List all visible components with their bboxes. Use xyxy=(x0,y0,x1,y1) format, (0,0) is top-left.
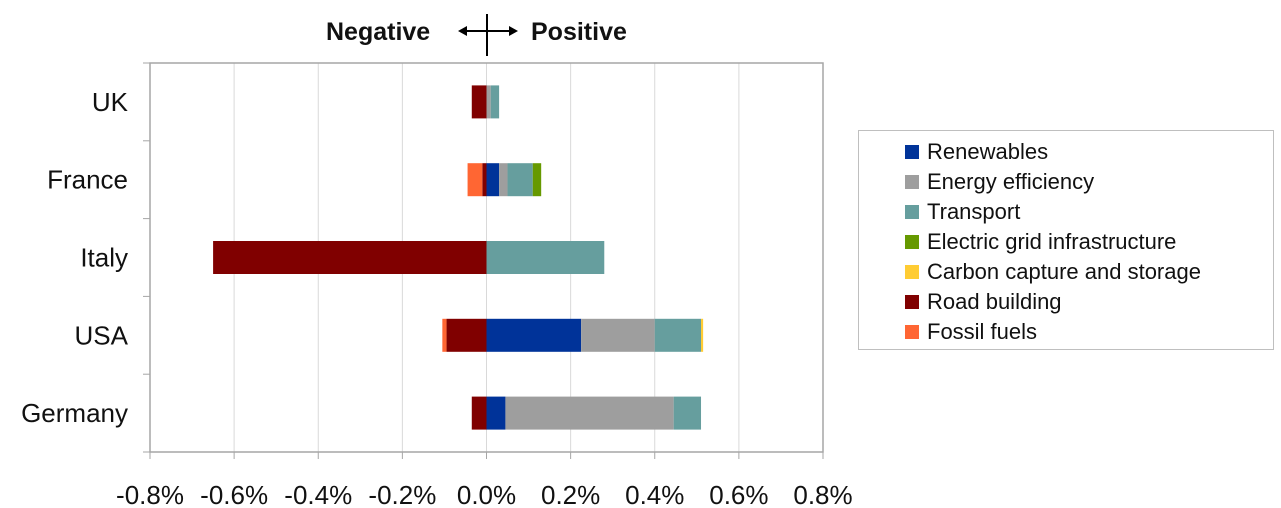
legend-swatch xyxy=(905,145,919,159)
positive-label: Positive xyxy=(531,18,627,46)
category-label: Italy xyxy=(80,243,128,273)
x-tick-label: -0.2% xyxy=(368,480,436,508)
legend-label: Carbon capture and storage xyxy=(927,259,1201,284)
plot-area-frame xyxy=(149,62,824,453)
bar-segment xyxy=(532,163,542,197)
legend-label: Electric grid infrastructure xyxy=(927,229,1177,254)
x-tick-label: 0.0% xyxy=(457,480,516,508)
legend-label: Road building xyxy=(927,289,1062,314)
legend-item: Renewables xyxy=(905,137,1048,167)
legend-label: Energy efficiency xyxy=(927,169,1095,194)
category-label: Germany xyxy=(21,398,128,428)
bar-segment xyxy=(471,396,487,430)
negative-label: Negative xyxy=(326,18,431,46)
x-tick-label: 0.2% xyxy=(541,480,600,508)
legend-swatch xyxy=(905,325,919,339)
legend-item: Road building xyxy=(905,287,1062,317)
bar-segment xyxy=(213,241,487,274)
category-label: France xyxy=(47,165,128,195)
bar-segment xyxy=(654,318,702,352)
x-tick-label: 0.8% xyxy=(793,480,852,508)
legend-item: Transport xyxy=(905,197,1020,227)
x-tick-label: 0.6% xyxy=(709,480,768,508)
direction-arrows-icon xyxy=(458,14,518,56)
bar-segment xyxy=(442,318,447,352)
bar-segment xyxy=(486,241,605,274)
category-label: UK xyxy=(92,87,129,117)
bar-segment xyxy=(486,318,582,352)
legend-item: Carbon capture and storage xyxy=(905,257,1201,287)
bar-segment xyxy=(673,396,702,430)
legend-item: Fossil fuels xyxy=(905,317,1037,347)
legend-swatch xyxy=(905,295,919,309)
bar-segment xyxy=(471,85,487,119)
legend-swatch xyxy=(905,175,919,189)
legend-item: Electric grid infrastructure xyxy=(905,227,1176,257)
x-tick-label: -0.6% xyxy=(200,480,268,508)
legend: Renewables Energy efficiency Transport Elec… xyxy=(858,130,1274,350)
x-tick-labels: -0.8% -0.6% -0.4% -0.2% 0.0% 0.2% 0.4% 0.6% 0.8% xyxy=(116,480,853,508)
legend-label: Fossil fuels xyxy=(927,319,1038,344)
bar-segment xyxy=(482,163,487,197)
bar-segment xyxy=(486,85,491,119)
bar-segment xyxy=(446,318,487,352)
bar-segment xyxy=(486,163,500,197)
bars xyxy=(213,85,704,430)
bar-segment xyxy=(701,318,704,352)
x-tick-label: -0.8% xyxy=(116,480,184,508)
bar-segment xyxy=(467,163,483,197)
legend-swatch xyxy=(905,205,919,219)
bar-segment xyxy=(499,163,508,197)
bar-segment xyxy=(486,396,506,430)
legend-swatch xyxy=(905,235,919,249)
legend-label: Renewables xyxy=(927,139,1049,164)
bar-segment xyxy=(490,85,500,119)
category-labels: UK France Italy USA Germany xyxy=(21,87,129,428)
bar-segment xyxy=(505,396,674,430)
x-tick-label: 0.4% xyxy=(625,480,684,508)
category-label: USA xyxy=(75,320,129,350)
legend-item: Energy efficiency xyxy=(905,167,1094,197)
bar-segment xyxy=(581,318,655,352)
bar-segment xyxy=(507,163,533,197)
legend-label: Transport xyxy=(927,199,1021,224)
x-tick-label: -0.4% xyxy=(284,480,352,508)
legend-swatch xyxy=(905,265,919,279)
